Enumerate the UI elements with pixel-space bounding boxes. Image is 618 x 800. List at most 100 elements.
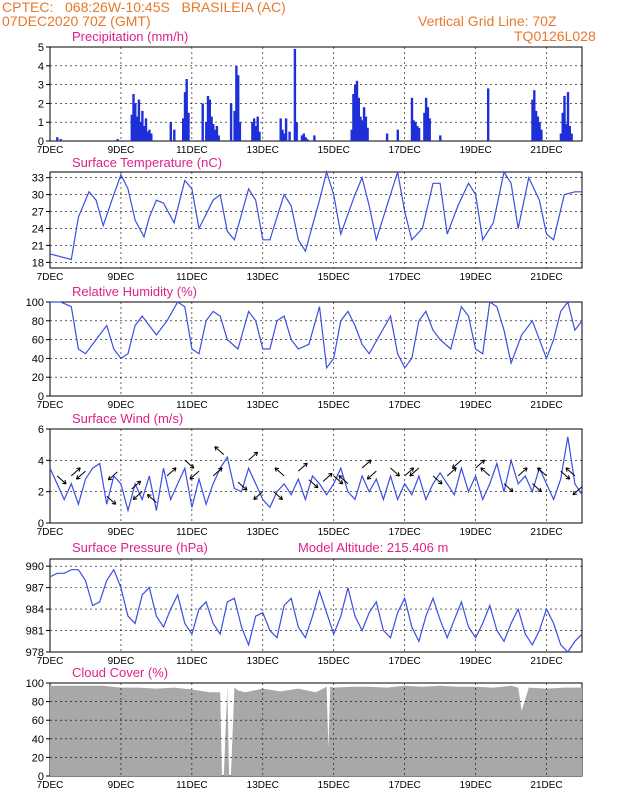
wind-vector-head <box>572 490 578 496</box>
precip-bar <box>212 124 215 141</box>
precip-bar <box>284 118 288 141</box>
panel-5-xtick-label-0: 9DEC <box>108 780 135 791</box>
panel-3-ytick-label-3: 6 <box>38 424 44 436</box>
wind-vector <box>503 483 514 493</box>
panel-2-ytick-label-0: 0 <box>38 391 44 403</box>
wind-vector <box>390 467 400 477</box>
wind-vector-head <box>451 464 457 469</box>
wind-vector <box>333 475 344 485</box>
precip-bar <box>302 133 305 141</box>
precip-bar <box>540 129 543 141</box>
wind-vector <box>108 471 118 481</box>
panel-2-xtick-label-6: 21DEC <box>530 400 562 411</box>
precip-bar <box>396 129 399 141</box>
panel-2-xtick-label-2: 13DEC <box>247 400 279 411</box>
wind-vector <box>297 462 308 472</box>
wind-vector <box>517 467 528 477</box>
panel-3-xtick-label-3: 15DEC <box>318 527 350 538</box>
precip-bar <box>414 122 417 141</box>
wind-vector <box>253 491 264 500</box>
precip-bar <box>215 126 219 141</box>
wind-vector-head <box>75 475 81 480</box>
wind-vector-head <box>242 486 248 491</box>
wind-vector <box>480 467 491 477</box>
precip-bar <box>182 118 185 141</box>
wind-vector-head <box>480 459 486 464</box>
wind-vector-head <box>565 475 571 480</box>
panel-5-xtick-label-1: 11DEC <box>176 780 208 791</box>
panel-0-frame <box>49 46 583 142</box>
wind-vector-head <box>523 467 528 472</box>
panel-1-title: Surface Temperature (nC) <box>72 155 222 170</box>
precip-bar <box>238 122 242 141</box>
panel-4-xtick-label-4: 17DEC <box>389 656 421 667</box>
panel-4-series-line <box>49 568 583 653</box>
wind-vector <box>560 470 571 480</box>
precip-bar <box>256 116 259 141</box>
panel-1-xtick-label-3: 15DEC <box>318 272 350 283</box>
wind-vector <box>166 467 177 477</box>
wind-vector <box>404 467 414 477</box>
panel-1-ytick-label-2: 24 <box>32 223 44 235</box>
wind-vector-head <box>366 475 372 480</box>
wind-vector <box>76 470 86 480</box>
wind-vector-head <box>565 467 570 472</box>
precip-bar <box>531 99 534 141</box>
wind-vector <box>532 483 542 493</box>
precip-bar <box>146 131 149 141</box>
wind-vector <box>452 459 462 469</box>
precip-bar <box>364 116 368 141</box>
panel-0-ytick-label-0: 0 <box>38 136 44 148</box>
precip-bar <box>366 127 369 141</box>
precip-bar <box>568 126 571 141</box>
wind-vector-head <box>367 459 372 464</box>
precip-bar <box>56 137 59 141</box>
wind-vector-head <box>508 487 514 493</box>
panel-4-ytick-label-0: 978 <box>26 647 44 659</box>
wind-vector <box>361 459 372 469</box>
panel-3-xtick-label-2: 13DEC <box>247 527 279 538</box>
panel-3-series-line <box>49 436 583 513</box>
precip-bar <box>288 131 291 141</box>
precip-bar <box>533 90 536 141</box>
wind-vector-head <box>537 487 542 493</box>
panel-1-xtick-label-6: 21DEC <box>530 272 562 283</box>
precip-bar <box>561 112 564 141</box>
panel-3-ytick-label-1: 2 <box>38 487 44 499</box>
precip-bar <box>304 137 307 141</box>
precip-bar <box>132 94 135 141</box>
precip-bar <box>350 129 353 141</box>
panel-3-xtick-label-0: 9DEC <box>108 527 135 538</box>
precip-bar <box>187 112 190 141</box>
panel-5-xtick-label-2: 13DEC <box>247 780 279 791</box>
precip-bar <box>135 116 139 141</box>
panel-5-ytick-label-1: 20 <box>32 752 44 764</box>
precip-bar <box>362 107 366 141</box>
wind-vector <box>189 470 200 480</box>
precip-bar <box>295 122 298 141</box>
precip-bar <box>229 103 233 141</box>
panel-3-title: Surface Wind (m/s) <box>72 411 183 426</box>
panel-5-ytick-label-2: 40 <box>32 734 44 746</box>
station-header: CPTEC: 068:26W-10:45S BRASILEIA (AC) <box>2 0 286 15</box>
panel-0-xtick-label-6: 21DEC <box>530 145 562 156</box>
panel-1-ytick-label-0: 18 <box>32 257 44 269</box>
panel-3-xtick-label-1: 11DEC <box>176 527 208 538</box>
precip-bar <box>116 139 119 141</box>
panel-3-xtick-label-6: 21DEC <box>530 527 562 538</box>
precip-bar <box>208 99 211 141</box>
precip-bar <box>559 133 563 141</box>
panel-4-xtick-label-3: 15DEC <box>318 656 350 667</box>
panel-3-frame <box>49 428 583 524</box>
precip-bar <box>252 118 256 141</box>
precip-bar <box>233 110 236 141</box>
wind-vector-head <box>189 475 194 480</box>
panel-4-annotation: Model Altitude: 215.406 m <box>298 540 448 555</box>
panel-2-ytick-label-5: 100 <box>26 297 44 309</box>
precip-bar <box>536 116 540 141</box>
wind-vector-head <box>480 467 485 472</box>
wind-vector-head <box>395 472 400 477</box>
wind-vector <box>56 475 67 485</box>
panel-0-ytick-label-2: 2 <box>38 98 44 110</box>
precip-bar <box>563 95 566 141</box>
